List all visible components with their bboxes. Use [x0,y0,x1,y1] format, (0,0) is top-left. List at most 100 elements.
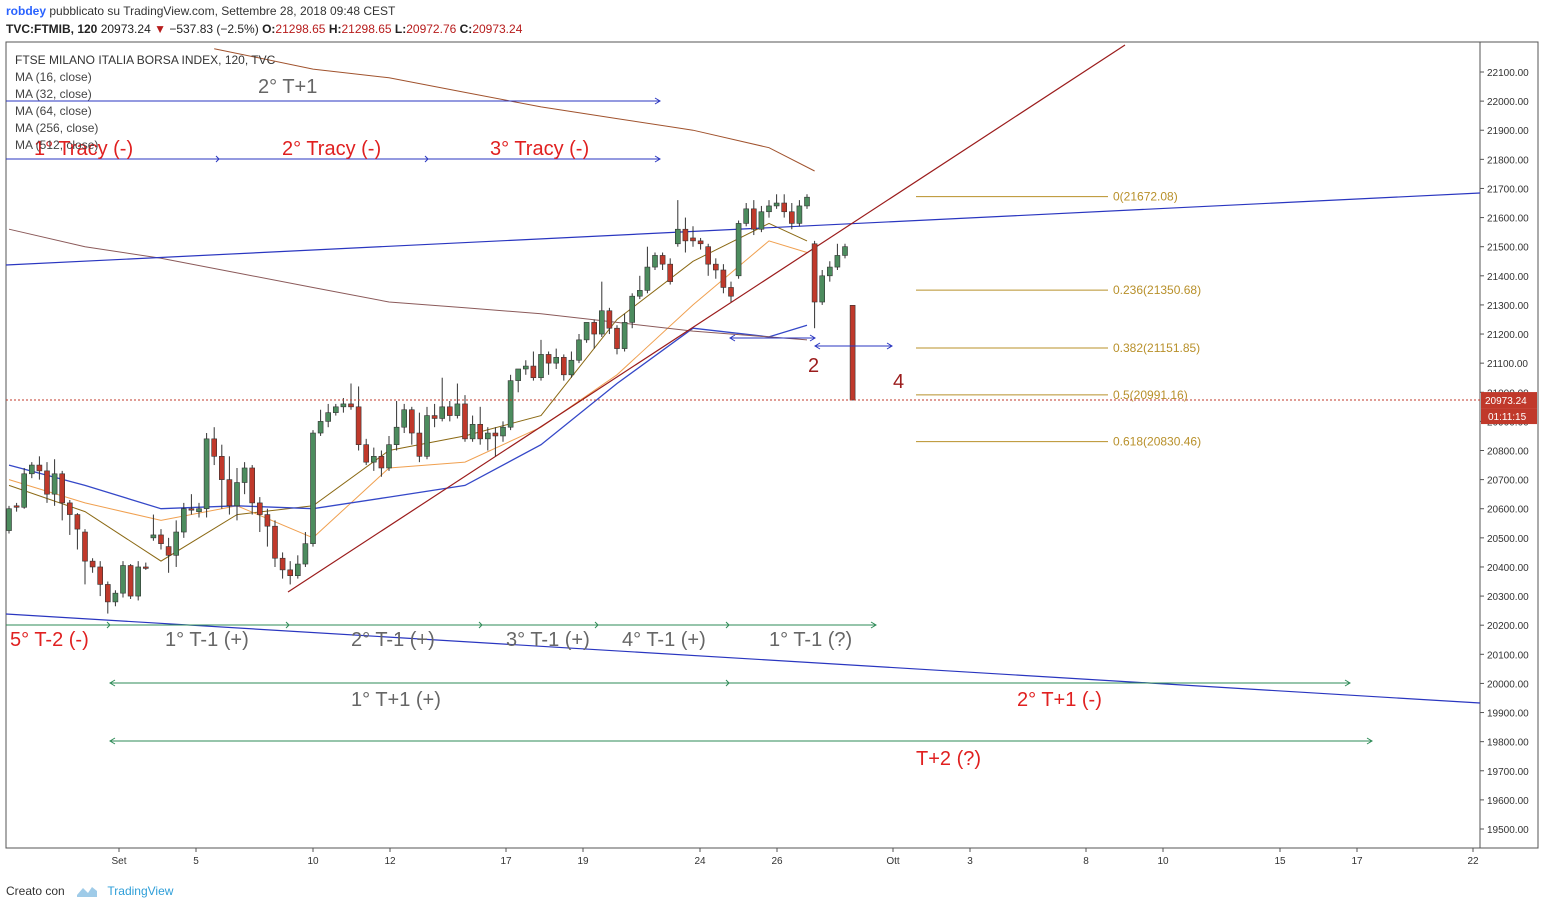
candle-body[interactable] [659,255,666,265]
candle-body[interactable] [219,456,225,480]
candle-body[interactable] [697,240,704,245]
candle-body[interactable] [89,560,96,568]
candle-body[interactable] [256,502,263,515]
candle-body[interactable] [363,444,370,463]
candle-body[interactable] [553,357,560,364]
candle-body[interactable] [355,406,362,445]
candle-body[interactable] [750,208,757,230]
candle-body[interactable] [165,546,172,556]
candle-body[interactable] [545,354,552,364]
candle-body[interactable] [67,502,73,515]
candle-body[interactable] [287,569,294,576]
tradingview-link[interactable]: TradingView [107,884,174,898]
candle-body[interactable] [842,246,848,256]
candle-body[interactable] [598,310,605,335]
candle-body[interactable] [310,432,316,544]
candle-body[interactable] [743,208,750,224]
candle-body[interactable] [674,228,681,245]
candle-body[interactable] [705,246,712,265]
candle-body[interactable] [143,566,149,569]
candle-body[interactable] [583,322,590,341]
candle-body[interactable] [135,566,141,597]
candle-body[interactable] [530,365,537,379]
candle-body[interactable] [576,339,582,361]
candle-body[interactable] [105,584,111,603]
candle-body[interactable] [44,470,50,495]
candle-body[interactable] [28,464,35,475]
candle-body[interactable] [811,243,818,303]
candle-body[interactable] [614,327,620,349]
candle-body[interactable] [462,403,468,440]
candle-body[interactable] [469,423,476,440]
candle-body[interactable] [386,444,392,469]
candle-body[interactable] [127,565,134,597]
candle-body[interactable] [636,290,643,297]
candle-body[interactable] [302,543,309,565]
candle-body[interactable] [819,275,826,303]
candle-body[interactable] [439,406,446,419]
publisher-user[interactable]: robdey [6,4,47,18]
candle-body[interactable] [317,421,324,434]
candle-body[interactable] [431,415,438,419]
candle-body[interactable] [507,380,514,428]
candle-body[interactable] [226,479,233,507]
candle-body[interactable] [249,467,255,504]
candle-body[interactable] [264,514,271,527]
candle-body[interactable] [560,357,567,376]
candle-body[interactable] [112,592,119,603]
candle-body[interactable] [538,354,544,379]
candle-body[interactable] [332,406,339,413]
candle-body[interactable] [644,266,651,291]
candle-body[interactable] [758,211,765,230]
candle-body[interactable] [788,211,795,224]
candle-body[interactable] [629,295,636,323]
candle-body[interactable] [766,205,772,213]
candle-body[interactable] [36,464,43,472]
candle-body[interactable] [401,409,408,428]
candle-body[interactable] [82,531,88,562]
candle-body[interactable] [158,534,164,544]
candle-body[interactable] [21,473,28,508]
candle-body[interactable] [484,432,491,440]
candle-body[interactable] [621,322,628,349]
candle-body[interactable] [272,525,278,559]
candle-body[interactable] [667,263,674,282]
plot-area[interactable] [5,41,1481,849]
candle-body[interactable] [568,359,575,376]
candle-body[interactable] [196,508,202,512]
candle-body[interactable] [59,473,66,504]
candle-body[interactable] [781,202,788,213]
candle-body[interactable] [348,403,354,408]
candle-body[interactable] [6,508,12,531]
candle-body[interactable] [606,310,613,329]
candle-body[interactable] [416,432,423,457]
candle-body[interactable] [203,438,210,510]
candle-body[interactable] [773,202,780,207]
candle-body[interactable] [393,426,400,445]
candle-body[interactable] [826,266,833,277]
candle-body[interactable] [74,514,81,530]
candle-body[interactable] [446,406,453,416]
candle-body[interactable] [849,305,856,401]
candle-body[interactable] [424,415,430,457]
candle-body[interactable] [378,456,385,469]
candle-body[interactable] [454,403,461,416]
candle-body[interactable] [408,409,415,434]
candle-body[interactable] [690,237,696,242]
candle-body[interactable] [211,438,217,457]
candle-body[interactable] [522,365,529,370]
candle-body[interactable] [712,263,719,271]
candle-body[interactable] [834,255,841,268]
candle-body[interactable] [181,508,187,533]
candle-body[interactable] [340,403,347,408]
candle-body[interactable] [492,432,499,437]
price-chart[interactable]: 19500.00 19600.00 19700.00 19800.00 19900.00… [0,40,1545,878]
price-axis[interactable] [1479,41,1539,849]
candle-body[interactable] [477,423,484,440]
candle-body[interactable] [652,255,658,268]
candle-body[interactable] [279,557,286,571]
candle-body[interactable] [515,368,522,381]
candle-body[interactable] [97,566,103,585]
candle-body[interactable] [173,531,179,556]
candle-body[interactable] [241,467,248,483]
